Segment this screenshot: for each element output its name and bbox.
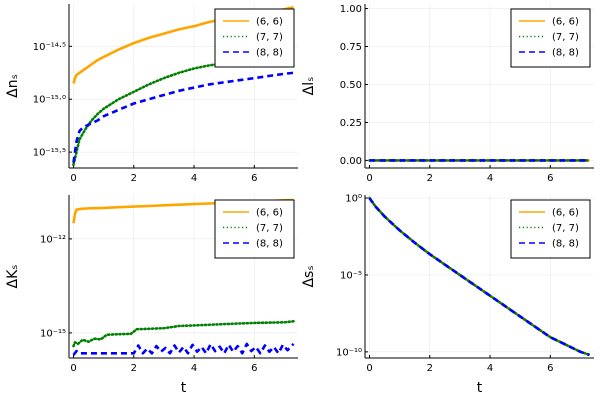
y-tick-label: 10⁻¹² [40,234,66,245]
series-line-dn-1 [72,52,295,167]
x-tick-label: 2 [427,173,433,184]
legend-box [510,199,591,259]
x-tick-label: 4 [487,363,493,374]
x-tick-label: 4 [487,173,493,184]
legend-box [214,8,295,68]
legend: (6, 6) (7, 7) (8, 8) [510,199,591,259]
legend-label: (7, 7) [552,223,579,234]
legend: (6, 6) (7, 7) (8, 8) [214,199,295,259]
x-tick-label: 0 [70,173,76,184]
legend-box [214,199,295,259]
legend-label: (6, 6) [552,208,579,219]
subplot-dk: 0 2 4 6 10⁻¹⁵ 10⁻¹² ΔKₛ t (6, 6) (7, 7) (8, 8) [5,195,298,396]
x-tick-label: 0 [366,173,372,184]
legend-label: (8, 8) [256,239,283,250]
subplot-ds: 0 2 4 6 10⁻¹⁰ 10⁻⁵ 10⁰ Δsₛ t (6, 6) (7, 7) (8, 8) [301,194,594,396]
series-line-dk-2 [72,342,295,356]
legend-box [510,8,591,68]
x-tick-label: 2 [131,363,137,374]
y-tick-label: 0.25 [340,118,362,129]
series-line-dn-2 [72,71,294,163]
legend-label: (8, 8) [552,48,579,59]
legend: (6, 6) (7, 7) (8, 8) [214,8,295,68]
y-axis-label: Δsₛ [301,265,317,287]
legend-label: (6, 6) [256,17,283,28]
x-tick-label: 0 [366,363,372,374]
legend-label: (8, 8) [256,48,283,59]
legend-label: (7, 7) [552,32,579,43]
y-axis-label: Δnₛ [5,74,21,98]
x-tick-label: 6 [547,363,553,374]
legend-label: (8, 8) [552,239,579,250]
y-tick-label: 0.00 [340,156,362,167]
x-tick-label: 2 [131,173,137,184]
x-tick-label: 6 [251,173,257,184]
legend-label: (6, 6) [256,208,283,219]
x-axis-label: t [181,380,187,396]
subplot-dn: 0 2 4 6 10⁻¹⁵·⁵ 10⁻¹⁵·⁰ 10⁻¹⁴·⁵ Δnₛ (6, 6) (7, 7)… [5,4,298,184]
series-line-dk-1 [72,319,295,348]
y-axis-label: Δlₛ [301,77,317,96]
x-tick-label: 6 [251,363,257,374]
y-tick-label: 10⁻⁵ [340,270,362,281]
y-tick-label: 10⁻¹⁴·⁵ [33,42,66,53]
y-tick-label: 10⁻¹⁵·⁰ [33,95,66,106]
y-tick-label: 10⁻¹⁵ [40,328,66,339]
y-tick-label: 0.75 [340,42,362,53]
y-tick-label: 10⁻¹⁵·⁵ [33,148,66,159]
series-group [368,196,591,357]
legend-label: (7, 7) [256,32,283,43]
x-tick-label: 6 [547,173,553,184]
y-tick-label: 10⁰ [345,194,362,205]
y-tick-label: 10⁻¹⁰ [336,347,362,358]
x-axis-label: t [477,380,483,396]
legend-label: (7, 7) [256,223,283,234]
y-tick-label: 0.50 [340,80,362,91]
x-tick-label: 0 [70,363,76,374]
y-tick-label: 1.00 [340,4,362,15]
x-tick-label: 2 [427,363,433,374]
series-line-ds-2 [368,197,590,357]
legend-label: (6, 6) [552,17,579,28]
y-axis-label: ΔKₛ [5,265,21,289]
legend: (6, 6) (7, 7) (8, 8) [510,8,591,68]
x-tick-label: 4 [191,173,197,184]
x-tick-label: 4 [191,363,197,374]
